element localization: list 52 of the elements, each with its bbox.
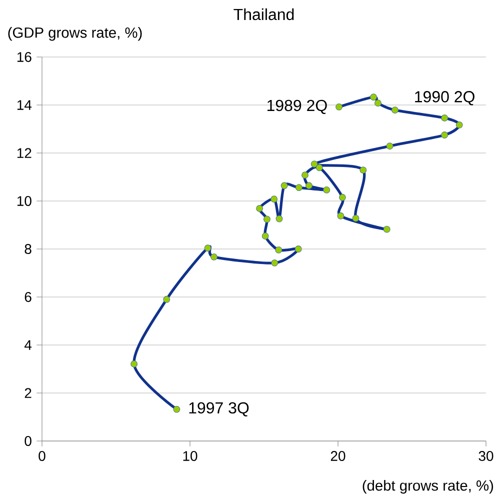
point [306, 182, 312, 190]
point [256, 204, 264, 212]
point [360, 166, 367, 174]
point [441, 132, 448, 138]
point [310, 160, 318, 168]
y-tick-label: 16 [17, 52, 32, 62]
point [295, 184, 302, 192]
point [386, 142, 394, 150]
y-tick-label: 4 [24, 340, 32, 350]
point [262, 232, 269, 240]
point [441, 114, 448, 122]
point [130, 360, 138, 368]
annotation: 1997 3Q [189, 402, 249, 416]
point [276, 215, 283, 222]
point [392, 106, 398, 114]
y-tick-label: 0 [24, 436, 32, 446]
annotation: 1989 2Q [267, 100, 327, 114]
point [352, 214, 360, 222]
x-tick-label: 30 [478, 451, 494, 461]
point [280, 182, 288, 190]
x-tick-label: 0 [38, 451, 46, 461]
point [271, 259, 278, 266]
point [163, 296, 170, 303]
point [370, 94, 377, 101]
point [337, 212, 344, 220]
point [302, 172, 308, 179]
x-tick-label: 20 [330, 451, 346, 461]
chart-title: Thailand [234, 8, 294, 20]
point [263, 216, 270, 223]
y-axis-title: (GDP grows rate, %) [8, 27, 142, 41]
point [336, 103, 343, 110]
point [338, 194, 346, 201]
point [294, 246, 302, 252]
point [210, 253, 218, 260]
point [383, 226, 390, 233]
annotation: 1990 2Q [415, 91, 474, 106]
y-tick-label: 14 [17, 100, 32, 110]
point [456, 121, 463, 128]
point [275, 246, 282, 254]
y-tick-label: 10 [17, 196, 32, 206]
y-tick-label: 12 [17, 148, 32, 158]
point [173, 406, 180, 413]
y-tick-label: 8 [24, 244, 32, 254]
point [270, 196, 278, 203]
y-tick-label: 6 [24, 292, 32, 302]
point [204, 244, 212, 252]
x-tick-label: 10 [183, 451, 198, 461]
point [323, 186, 330, 194]
y-tick-label: 2 [24, 388, 32, 398]
point [374, 100, 382, 107]
x-axis-title: (debt grows rate, %) [362, 480, 494, 494]
point [316, 164, 323, 172]
